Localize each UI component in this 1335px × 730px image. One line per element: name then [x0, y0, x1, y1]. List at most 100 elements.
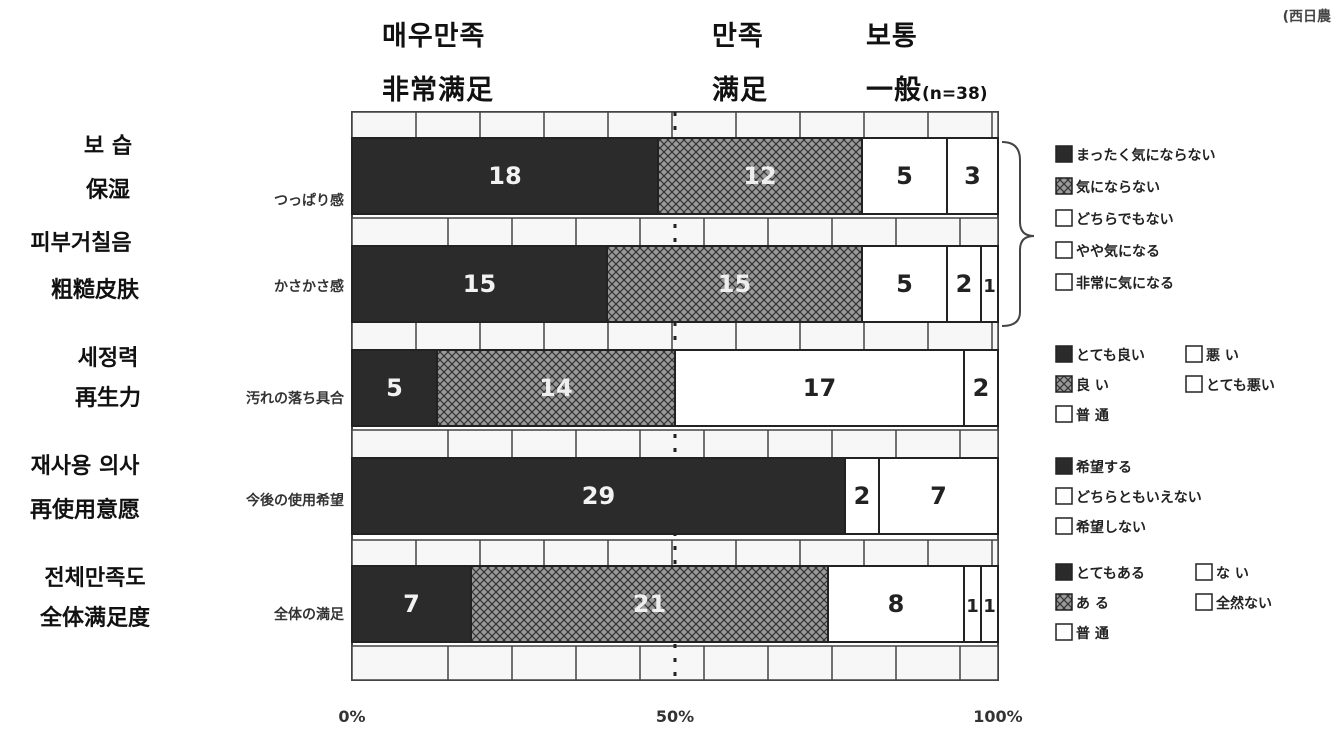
- legend-swatch: [1055, 487, 1073, 505]
- legend-swatch: [1055, 241, 1073, 259]
- data-label: 12: [743, 162, 776, 190]
- bar-segment: [844, 457, 880, 535]
- header-satisfied-zh: 满足: [712, 75, 768, 106]
- row-label-ko-1: 피부거칠음: [30, 231, 132, 256]
- data-label: 1: [983, 276, 996, 297]
- legend-label: あ る: [1076, 596, 1109, 612]
- legend-swatch: [1185, 345, 1203, 363]
- sample-size: (n=38): [922, 84, 988, 104]
- data-label: 7: [403, 590, 420, 618]
- legend-swatch: [1195, 563, 1213, 581]
- legend-swatch: [1055, 405, 1073, 423]
- bar-segment: [351, 245, 608, 323]
- legend-brace: [1001, 141, 1035, 327]
- legend-label: 普 通: [1076, 625, 1109, 642]
- header-satisfied-ko: 만족: [712, 21, 764, 52]
- bar-segment: [827, 565, 965, 643]
- bar-segment: [861, 245, 948, 323]
- data-label: 14: [539, 374, 572, 402]
- legend-swatch: [1185, 375, 1203, 393]
- legend-label: 普 通: [1076, 407, 1109, 424]
- data-label: 3: [964, 162, 981, 190]
- legend-label: 非常に気になる: [1076, 275, 1174, 292]
- legend-label: やや気になる: [1076, 243, 1160, 260]
- legend-label: とても良い: [1076, 347, 1145, 364]
- legend-label: 良 い: [1076, 377, 1109, 394]
- legend-label: 全然ない: [1215, 595, 1272, 612]
- legend-swatch: [1055, 375, 1073, 393]
- data-label: 2: [973, 374, 990, 402]
- legend-label: どちらともいえない: [1076, 490, 1202, 506]
- row-label-zh-0: 保湿: [85, 178, 130, 203]
- legend-label: とてもある: [1076, 566, 1145, 582]
- header-very-satisfied-ko: 매우만족: [382, 21, 486, 52]
- bar-segment: [980, 245, 999, 323]
- legend-label: 希望する: [1076, 459, 1132, 476]
- legend-label: とても悪い: [1206, 378, 1275, 394]
- bar-segment: [861, 137, 948, 215]
- legend-swatch: [1195, 593, 1213, 611]
- x-tick-label: 0%: [338, 707, 365, 726]
- legend-label: どちらでもない: [1076, 212, 1174, 228]
- bar-segment: [674, 349, 965, 427]
- category-label-3: 今後の使用希望: [246, 493, 344, 509]
- legend-swatch: [1055, 273, 1073, 291]
- bar-segment: [351, 137, 659, 215]
- category-label-1: かさかさ感: [274, 279, 344, 295]
- data-label: 5: [386, 374, 403, 402]
- legend-swatch: [1055, 623, 1073, 641]
- category-label-0: つっぱり感: [274, 193, 344, 209]
- bar-segment: [351, 349, 438, 427]
- legend-label: 悪 い: [1206, 348, 1239, 364]
- bar-segment: [351, 457, 846, 535]
- data-label: 5: [896, 162, 913, 190]
- legend-label: 気にならない: [1076, 179, 1160, 196]
- legend-label: 希望しない: [1076, 519, 1146, 536]
- data-label: 7: [930, 482, 947, 510]
- data-label: 1: [983, 596, 996, 617]
- header-normal-zh: 一般(n=38): [866, 68, 988, 107]
- legend-swatch: [1055, 345, 1073, 363]
- row-label-zh-1: 粗糙皮肤: [50, 278, 139, 303]
- bar-segment: [980, 565, 999, 643]
- data-label: 15: [718, 270, 751, 298]
- legend-swatch: [1055, 209, 1073, 227]
- legend-swatch: [1055, 177, 1073, 195]
- row-label-ko-3: 재사용 의사: [30, 454, 140, 479]
- source-note: (西日農: [1282, 9, 1331, 25]
- data-label: 29: [582, 482, 615, 510]
- bar-segment: [351, 565, 472, 643]
- data-label: 21: [633, 590, 666, 618]
- legend-label: まったく気にならない: [1076, 147, 1215, 164]
- data-label: 17: [803, 374, 836, 402]
- legend-swatch: [1055, 457, 1073, 475]
- bar-segment: [946, 245, 982, 323]
- header-very-satisfied-zh: 非常满足: [382, 75, 494, 106]
- data-label: 18: [488, 162, 521, 190]
- header-normal-zh-text: 一般: [866, 75, 922, 106]
- x-tick-label: 50%: [656, 707, 694, 726]
- bar-segment: [878, 457, 999, 535]
- data-label: 5: [896, 270, 913, 298]
- legend-label: な い: [1216, 566, 1249, 582]
- data-label: 2: [854, 482, 871, 510]
- row-label-zh-4: 全体满足度: [39, 606, 150, 631]
- data-label: 8: [888, 590, 905, 618]
- row-label-zh-2: 再生力: [74, 386, 141, 411]
- legend-swatch: [1055, 517, 1073, 535]
- bar-segment: [946, 137, 999, 215]
- data-label: 15: [463, 270, 496, 298]
- legend-swatch: [1055, 593, 1073, 611]
- category-label-2: 汚れの落ち具合: [246, 391, 344, 407]
- row-label-ko-0: 보 습: [83, 134, 133, 159]
- bar-segment: [436, 349, 676, 427]
- data-label: 1: [966, 596, 979, 617]
- x-tick-label: 100%: [973, 707, 1022, 726]
- bar-segment: [606, 245, 863, 323]
- data-label: 2: [956, 270, 973, 298]
- legend-swatch: [1055, 145, 1073, 163]
- bar-segment: [657, 137, 863, 215]
- row-label-ko-2: 세정력: [77, 346, 139, 371]
